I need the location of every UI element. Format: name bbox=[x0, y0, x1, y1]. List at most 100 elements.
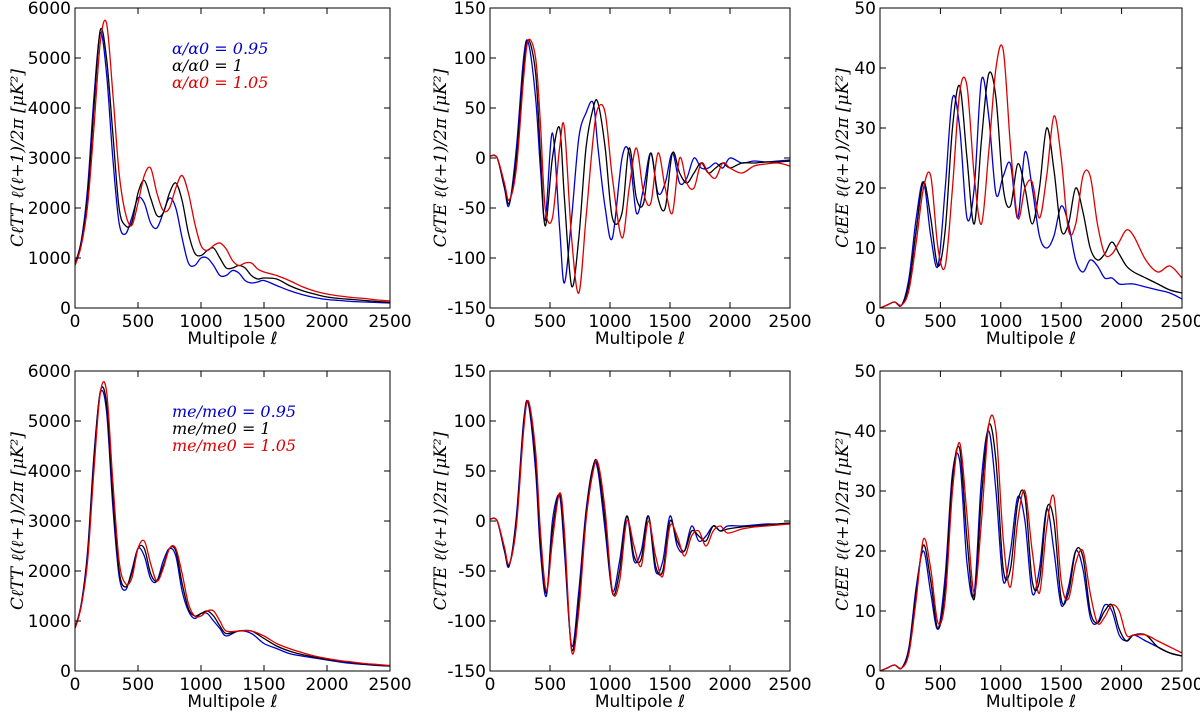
y-tick-label: 20 bbox=[854, 179, 876, 199]
x-tick-label: 2500 bbox=[1160, 675, 1200, 695]
legend-entry: α/α0 = 1 bbox=[172, 56, 243, 75]
y-tick-label: 50 bbox=[464, 462, 486, 482]
y-tick-label: 150 bbox=[454, 0, 486, 19]
x-axis-label: Multipole ℓ bbox=[595, 692, 685, 712]
series-line-0.95 bbox=[490, 399, 790, 648]
y-tick-label: 100 bbox=[454, 412, 486, 432]
x-tick-label: 500 bbox=[924, 675, 956, 695]
series-line-0.95 bbox=[75, 32, 390, 304]
series-line-1.05 bbox=[75, 19, 390, 302]
x-tick-label: 2000 bbox=[708, 312, 751, 332]
y-tick-label: 6000 bbox=[28, 0, 71, 19]
axes-frame bbox=[879, 370, 1183, 672]
x-axis-label: Multipole ℓ bbox=[986, 692, 1076, 712]
y-axis-label: CℓTT ℓ(ℓ+1)/2π [μK²] bbox=[8, 69, 28, 247]
x-tick-label: 1000 bbox=[979, 312, 1022, 332]
y-tick-label: 50 bbox=[854, 362, 876, 382]
series-line-1.05 bbox=[880, 414, 1182, 671]
legend-entry: α/α0 = 1.05 bbox=[172, 73, 268, 92]
x-tick-label: 500 bbox=[122, 675, 154, 695]
y-tick-label: 40 bbox=[854, 59, 876, 79]
panel-ee-me: 0 500 1000 1500 2000 2500 0 10 20 30 40 50 Multipole… bbox=[833, 362, 1200, 712]
y-tick-label: 10 bbox=[854, 239, 876, 259]
x-tick-label: 1000 bbox=[179, 312, 222, 332]
x-tick-label: 1500 bbox=[1040, 675, 1083, 695]
x-tick-label: 500 bbox=[534, 675, 566, 695]
series-line-1 bbox=[880, 423, 1182, 671]
panel-te-alpha: 0 500 1000 1500 2000 2500 -150 -100 -50 0 50 100 150… bbox=[431, 0, 812, 349]
y-tick-label: 30 bbox=[854, 119, 876, 139]
y-tick-label: 6000 bbox=[28, 362, 71, 382]
y-tick-label: -150 bbox=[447, 299, 486, 319]
y-tick-label: -50 bbox=[458, 199, 486, 219]
y-tick-label: 0 bbox=[865, 299, 876, 319]
x-tick-label: 1500 bbox=[648, 675, 691, 695]
x-tick-label: 0 bbox=[875, 312, 886, 332]
x-tick-label: 2500 bbox=[368, 675, 411, 695]
x-tick-label: 0 bbox=[485, 312, 496, 332]
x-axis-label: Multipole ℓ bbox=[187, 692, 277, 712]
panel-tt-me: 0 500 1000 1500 2000 2500 0 1000 2000 3000 4000 500… bbox=[8, 362, 412, 712]
y-tick-label: 100 bbox=[454, 49, 486, 69]
x-tick-label: 0 bbox=[485, 675, 496, 695]
series-line-1 bbox=[490, 39, 790, 288]
y-axis-label: CℓEE ℓ(ℓ+1)/2π [μK²] bbox=[833, 431, 853, 611]
x-tick-label: 500 bbox=[534, 312, 566, 332]
y-tick-label: 2000 bbox=[28, 562, 71, 582]
panel-tt-alpha: 0 500 1000 1500 2000 2500 0 1000 2000 3000 4000 500… bbox=[8, 0, 412, 349]
y-tick-label: 1000 bbox=[28, 612, 71, 632]
series-line-1.05 bbox=[490, 399, 790, 655]
series-line-0.95 bbox=[490, 39, 790, 284]
panel-te-me: 0 500 1000 1500 2000 2500 -150 -100 -50 0 50 100 150… bbox=[431, 362, 812, 712]
x-tick-label: 0 bbox=[70, 675, 81, 695]
legend-entry: me/me0 = 0.95 bbox=[172, 402, 296, 421]
x-tick-label: 1500 bbox=[1040, 312, 1083, 332]
x-axis-label: Multipole ℓ bbox=[187, 329, 277, 349]
x-tick-label: 0 bbox=[70, 312, 81, 332]
legend-entry: me/me0 = 1.05 bbox=[172, 436, 296, 455]
y-tick-label: 1000 bbox=[28, 249, 71, 269]
x-tick-label: 1500 bbox=[242, 312, 285, 332]
series-line-1.05 bbox=[490, 38, 790, 294]
x-tick-label: 500 bbox=[122, 312, 154, 332]
axes-frame bbox=[879, 7, 1183, 309]
x-tick-label: 2000 bbox=[305, 675, 348, 695]
series-line-1 bbox=[75, 27, 390, 304]
series-line-1 bbox=[490, 400, 790, 652]
legend-entry: me/me0 = 1 bbox=[172, 419, 271, 438]
x-axis-label: Multipole ℓ bbox=[986, 329, 1076, 349]
y-tick-label: 20 bbox=[854, 542, 876, 562]
y-tick-label: 50 bbox=[464, 99, 486, 119]
y-tick-label: 10 bbox=[854, 602, 876, 622]
y-axis-label: CℓTE ℓ(ℓ+1)/2π [μK²] bbox=[431, 68, 451, 247]
x-tick-label: 2500 bbox=[768, 312, 811, 332]
x-tick-label: 1000 bbox=[979, 675, 1022, 695]
x-tick-label: 2500 bbox=[1160, 312, 1200, 332]
series-line-0.95 bbox=[75, 389, 390, 667]
y-tick-label: 0 bbox=[865, 662, 876, 682]
y-tick-label: -150 bbox=[447, 662, 486, 682]
y-axis-label: CℓEE ℓ(ℓ+1)/2π [μK²] bbox=[833, 68, 853, 248]
y-tick-label: 150 bbox=[454, 362, 486, 382]
y-tick-label: -100 bbox=[447, 612, 486, 632]
x-tick-label: 1000 bbox=[588, 675, 631, 695]
y-tick-label: 3000 bbox=[28, 512, 71, 532]
axes-frame bbox=[489, 370, 791, 672]
x-tick-label: 1500 bbox=[648, 312, 691, 332]
x-tick-label: 2000 bbox=[1100, 312, 1143, 332]
y-tick-label: 0 bbox=[475, 149, 486, 169]
y-tick-label: 4000 bbox=[28, 99, 71, 119]
series-line-1.05 bbox=[75, 381, 390, 667]
x-tick-label: 2000 bbox=[708, 675, 751, 695]
y-tick-label: 30 bbox=[854, 482, 876, 502]
y-tick-label: -100 bbox=[447, 249, 486, 269]
x-tick-label: 2500 bbox=[768, 675, 811, 695]
y-tick-label: -50 bbox=[458, 562, 486, 582]
legend-entry: α/α0 = 0.95 bbox=[172, 39, 268, 58]
x-tick-label: 1000 bbox=[179, 675, 222, 695]
x-tick-label: 2000 bbox=[1100, 675, 1143, 695]
y-tick-label: 40 bbox=[854, 422, 876, 442]
y-tick-label: 2000 bbox=[28, 199, 71, 219]
y-tick-label: 3000 bbox=[28, 149, 71, 169]
